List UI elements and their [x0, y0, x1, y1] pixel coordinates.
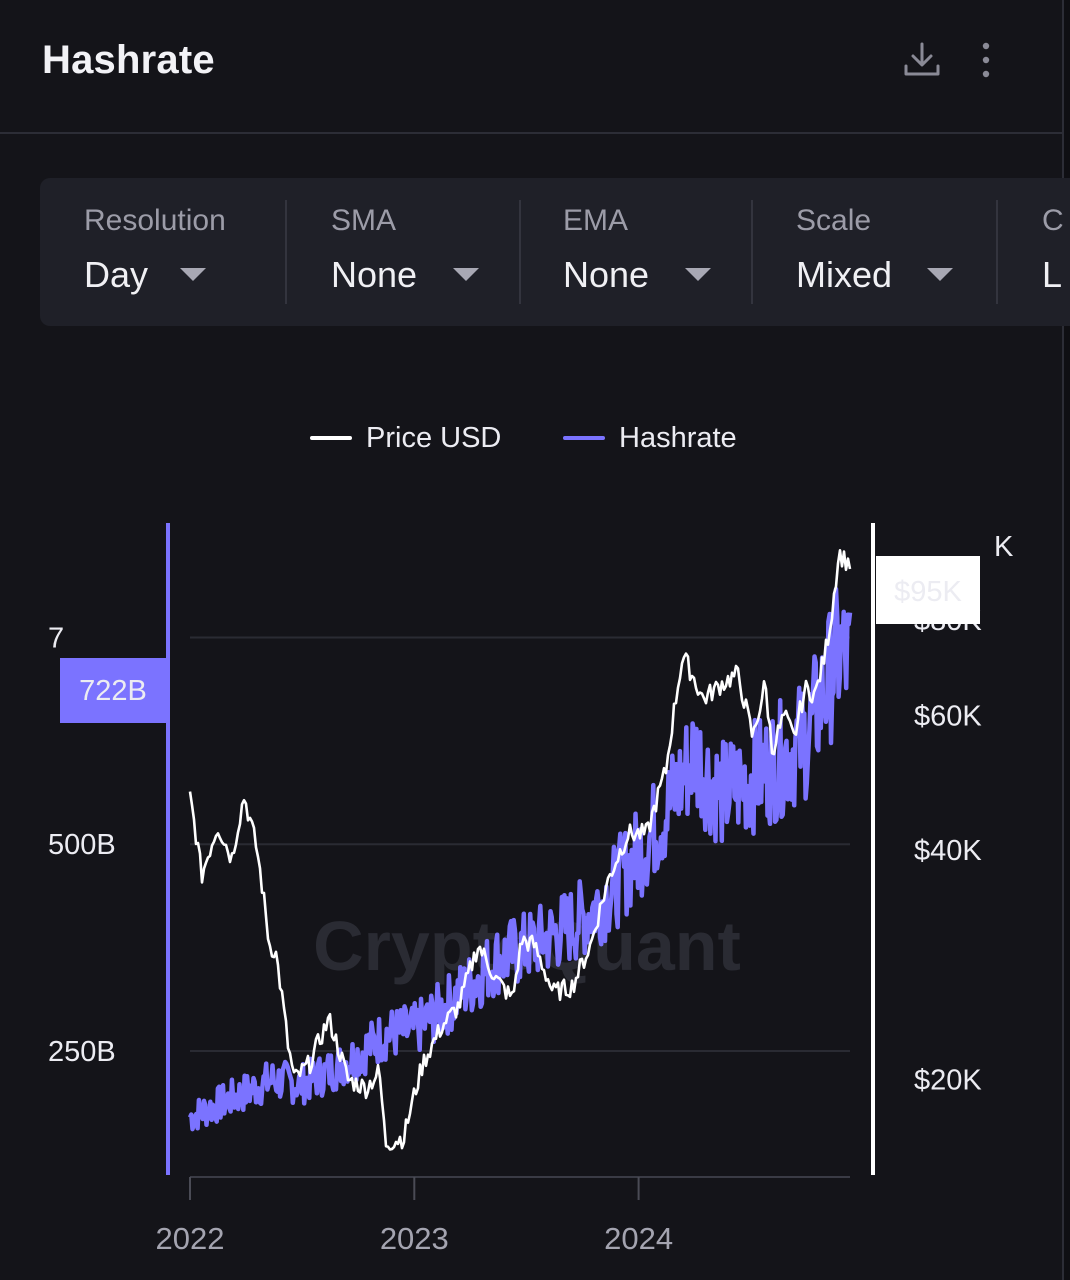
scale-select[interactable]: Scale Mixed	[753, 178, 996, 326]
panel-edge	[1062, 0, 1070, 1280]
right-axis-tick-20K: $20K	[914, 1065, 982, 1097]
more-vertical-icon[interactable]	[962, 36, 1010, 84]
right-axis-tick-60K: $60K	[914, 700, 982, 732]
legend-item-price[interactable]: Price USD	[310, 418, 501, 458]
price-legend-swatch	[310, 436, 352, 440]
sma-select[interactable]: SMA None	[287, 178, 519, 326]
current-price-label: $95K	[894, 576, 962, 608]
x-axis-tick-2024: 2024	[604, 1221, 673, 1256]
sma-label: SMA	[331, 204, 397, 237]
current-hashrate-badge	[60, 658, 166, 723]
sma-value: None	[331, 254, 418, 295]
right-axis-tick-partial: K	[994, 531, 1014, 563]
legend-item-hashrate[interactable]: Hashrate	[563, 418, 737, 458]
divider	[996, 200, 998, 304]
current-hashrate-label: 722B	[79, 675, 147, 707]
chevron-down-icon	[180, 268, 206, 281]
chevron-down-icon	[453, 268, 479, 281]
scale-value: Mixed	[796, 254, 893, 295]
right-axis-tick-40K: $40K	[914, 835, 982, 867]
x-axis-tick-2023: 2023	[380, 1221, 449, 1256]
resolution-select[interactable]: Resolution Day	[40, 178, 285, 326]
chart-type-label: C	[1042, 204, 1064, 237]
ema-value: None	[563, 254, 650, 295]
divider	[519, 200, 521, 304]
divider	[285, 200, 287, 304]
legend-label-hashrate: Hashrate	[619, 421, 737, 454]
x-axis-tick-2022: 2022	[156, 1221, 225, 1256]
page-title: Hashrate	[42, 38, 215, 82]
current-price-badge	[876, 556, 980, 624]
divider	[751, 200, 753, 304]
ema-select[interactable]: EMA None	[521, 178, 751, 326]
left-axis-tick-500B: 500B	[48, 829, 116, 861]
left-axis-tick-partial: 7	[48, 623, 64, 655]
chart-type-select[interactable]: C L	[998, 178, 1070, 326]
hashrate-legend-swatch	[563, 436, 605, 440]
scale-label: Scale	[796, 204, 872, 237]
resolution-value: Day	[84, 254, 149, 295]
resolution-label: Resolution	[84, 204, 226, 237]
price-series-line	[188, 549, 852, 1151]
chevron-down-icon	[927, 268, 953, 281]
ema-label: EMA	[563, 204, 629, 237]
download-icon[interactable]	[898, 36, 946, 84]
chevron-down-icon	[685, 268, 711, 281]
chart-type-value: L	[1042, 254, 1063, 295]
chart-header: Hashrate	[0, 0, 1062, 134]
legend-label-price: Price USD	[366, 421, 502, 454]
chart-controls-bar: Resolution Day SMA None EMA None Scale M…	[40, 178, 1070, 326]
left-axis-tick-250B: 250B	[48, 1036, 116, 1068]
